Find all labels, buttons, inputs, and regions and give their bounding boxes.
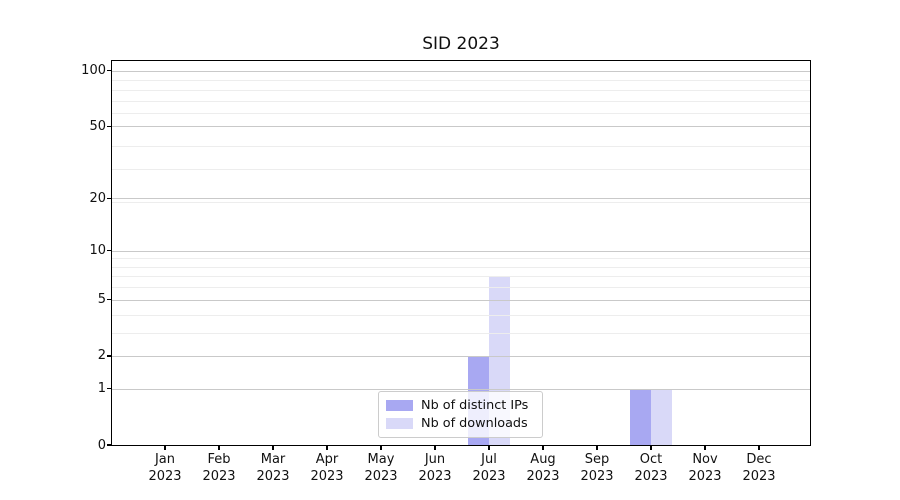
chart-title: SID 2023 xyxy=(422,34,500,54)
y-tick-mark xyxy=(107,125,111,127)
gridline-major xyxy=(112,126,810,128)
gridline-minor xyxy=(112,80,810,82)
y-tick-label: 5 xyxy=(97,292,106,308)
x-tick-mark xyxy=(704,446,706,450)
x-tick-label: Mar 2023 xyxy=(256,452,290,484)
legend-label-downloads: Nb of downloads xyxy=(421,416,528,432)
gridline-major xyxy=(112,250,810,252)
x-tick-label: Jul 2023 xyxy=(472,452,506,484)
x-tick-mark xyxy=(488,446,490,450)
gridline-minor xyxy=(112,100,810,102)
gridline-minor xyxy=(112,169,810,171)
gridline-minor xyxy=(112,332,810,334)
gridline-minor xyxy=(112,266,810,268)
x-tick-label: Jan 2023 xyxy=(148,452,182,484)
x-tick-label: May 2023 xyxy=(364,452,398,484)
gridline-minor xyxy=(112,276,810,278)
y-tick-label: 2 xyxy=(97,348,106,364)
gridline-minor xyxy=(112,113,810,114)
gridline-major xyxy=(112,70,810,72)
y-tick-mark xyxy=(107,355,111,357)
x-tick-mark xyxy=(650,446,652,450)
x-tick-mark xyxy=(758,446,760,450)
gridline-major xyxy=(112,355,810,357)
x-tick-mark xyxy=(164,446,166,450)
y-tick-label: 0 xyxy=(97,437,106,453)
gridline-minor xyxy=(112,202,810,204)
x-tick-label: Oct 2023 xyxy=(634,452,668,484)
x-tick-mark xyxy=(542,446,544,450)
legend-label-distinct-ips: Nb of distinct IPs xyxy=(421,397,529,413)
y-tick-label: 50 xyxy=(89,118,106,134)
x-tick-mark xyxy=(272,446,274,450)
y-tick-mark xyxy=(107,197,111,199)
gridline-major xyxy=(112,198,810,200)
x-tick-mark xyxy=(434,446,436,450)
y-tick-mark xyxy=(107,299,111,301)
plot-area xyxy=(112,61,810,445)
gridline-major xyxy=(112,299,810,301)
x-tick-label: Jun 2023 xyxy=(418,452,452,484)
y-tick-mark xyxy=(107,444,111,446)
x-tick-label: Sep 2023 xyxy=(580,452,614,484)
gridline-minor xyxy=(112,89,810,91)
gridline-minor xyxy=(112,287,810,289)
gridline-minor xyxy=(112,314,810,316)
legend-swatch-distinct-ips-icon xyxy=(386,399,413,411)
y-tick-mark xyxy=(107,388,111,390)
y-tick-label: 20 xyxy=(89,190,106,206)
x-tick-label: Aug 2023 xyxy=(526,452,560,484)
legend-item-downloads: Nb of downloads xyxy=(386,415,535,434)
y-tick-mark xyxy=(107,70,111,72)
x-tick-mark xyxy=(596,446,598,450)
bar-nb-of-distinct-ips-oct xyxy=(630,388,651,445)
x-tick-label: Nov 2023 xyxy=(688,452,722,484)
x-tick-mark xyxy=(380,446,382,450)
y-tick-label: 10 xyxy=(89,243,106,259)
legend-swatch-downloads-icon xyxy=(386,418,413,430)
y-tick-label: 100 xyxy=(81,63,106,79)
x-tick-mark xyxy=(326,446,328,450)
x-tick-label: Feb 2023 xyxy=(202,452,236,484)
gridline-minor xyxy=(112,258,810,260)
gridline-major xyxy=(112,388,810,390)
x-tick-label: Dec 2023 xyxy=(742,452,776,484)
bar-nb-of-downloads-oct xyxy=(651,388,672,445)
y-tick-label: 1 xyxy=(97,381,106,397)
gridline-minor xyxy=(112,145,810,147)
x-tick-label: Apr 2023 xyxy=(310,452,344,484)
legend-item-distinct-ips: Nb of distinct IPs xyxy=(386,396,535,415)
x-tick-mark xyxy=(218,446,220,450)
legend: Nb of distinct IPs Nb of downloads xyxy=(378,391,543,438)
y-tick-mark xyxy=(107,249,111,252)
